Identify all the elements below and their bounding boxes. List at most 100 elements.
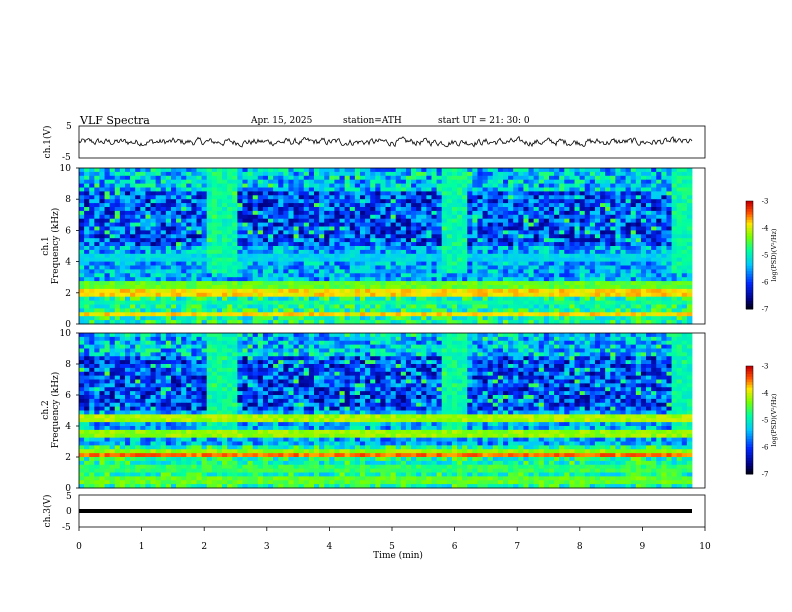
spectrogram-cell xyxy=(375,304,381,309)
spectrogram-cell xyxy=(339,249,346,255)
spectrogram-cell xyxy=(538,285,545,290)
spectrogram-cell xyxy=(508,246,514,251)
spectrogram-cell xyxy=(610,187,616,192)
spectrogram-cell xyxy=(344,234,351,239)
spectrogram-cell xyxy=(84,183,90,188)
spectrogram-cell xyxy=(502,175,509,181)
spectrogram-cell xyxy=(646,269,652,274)
spectrogram-cell xyxy=(538,316,545,321)
spectrogram-cell xyxy=(615,312,621,317)
spectrogram-cell xyxy=(283,333,289,338)
spectrogram-cell xyxy=(211,214,218,220)
spectrogram-cell xyxy=(400,300,407,305)
ytick-label: 8 xyxy=(65,195,71,205)
spectrogram-cell xyxy=(160,333,167,338)
spectrogram-cell xyxy=(155,261,162,266)
spectrogram-cell xyxy=(462,168,468,173)
spectrogram-cell xyxy=(502,234,509,239)
spectrogram-cell xyxy=(201,191,208,196)
spectrogram-cell xyxy=(502,277,509,282)
spectrogram-cell xyxy=(130,183,136,188)
spectrogram-cell xyxy=(176,333,182,338)
spectrogram-cell xyxy=(155,249,162,255)
spectrogram-cell xyxy=(303,300,310,305)
spectrogram-cell xyxy=(247,253,254,259)
spectrogram-cell xyxy=(206,316,213,321)
spectrogram-cell xyxy=(502,285,509,290)
spectrogram-cell xyxy=(564,320,570,325)
spectrogram-cell xyxy=(569,273,575,278)
spectrogram-cell xyxy=(528,257,535,262)
spectrogram-cell xyxy=(589,203,596,208)
spectrogram-cell xyxy=(99,210,105,216)
spectrogram-cell xyxy=(630,292,637,298)
spectrogram-cell xyxy=(354,288,361,294)
spectrogram-cell xyxy=(620,242,626,247)
spectrogram-cell xyxy=(201,214,208,220)
spectrogram-cell xyxy=(620,292,626,298)
spectrogram-cell xyxy=(487,226,494,231)
spectrogram-cell xyxy=(324,234,330,239)
spectrogram-cell xyxy=(656,285,662,290)
spectrogram-cell xyxy=(564,257,570,262)
spectrogram-cell xyxy=(349,226,356,231)
spectrogram-cell xyxy=(206,246,213,251)
spectrogram-cell xyxy=(416,222,422,227)
spectrogram-cell xyxy=(109,168,116,173)
spectrogram-cell xyxy=(293,273,300,278)
spectrogram-cell xyxy=(334,222,340,227)
spectrogram-cell xyxy=(334,292,340,298)
spectrogram-cell xyxy=(268,261,274,266)
spectrogram-cell xyxy=(216,222,223,227)
spectrogram-cell xyxy=(140,234,146,239)
spectrogram-cell xyxy=(135,304,141,309)
spectrogram-cell xyxy=(324,179,330,184)
spectrogram-cell xyxy=(646,246,652,251)
spectrogram-cell xyxy=(405,175,412,181)
spectrogram-cell xyxy=(99,261,105,266)
spectrogram-cell xyxy=(222,304,228,309)
spectrogram-cell xyxy=(145,253,151,259)
spectrogram-cell xyxy=(339,285,346,290)
spectrogram-cell xyxy=(513,246,519,251)
spectrogram-cell xyxy=(686,230,693,235)
spectrogram-cell xyxy=(359,261,366,266)
spectrogram-cell xyxy=(508,222,514,227)
spectrogram-cell xyxy=(216,246,223,251)
spectrogram-cell xyxy=(441,195,448,200)
spectrogram-cell xyxy=(359,179,366,184)
spectrogram-cell xyxy=(84,191,90,196)
spectrogram-cell xyxy=(676,273,683,278)
spectrogram-cell xyxy=(482,261,489,266)
spectrogram-cell xyxy=(589,281,596,286)
spectrogram-cell xyxy=(308,222,315,227)
spectrogram-cell xyxy=(416,179,422,184)
spectrogram-cell xyxy=(671,179,678,184)
spectrogram-cell xyxy=(610,199,616,204)
spectrogram-cell xyxy=(508,304,514,309)
spectrogram-cell xyxy=(288,285,294,290)
spectrogram-cell xyxy=(630,320,637,325)
spectrogram-cell xyxy=(630,183,637,188)
spectrogram-cell xyxy=(257,265,264,270)
spectrogram-cell xyxy=(451,222,458,227)
spectrogram-cell xyxy=(426,226,432,231)
spectrogram-cell xyxy=(303,316,310,321)
spectrogram-cell xyxy=(216,316,223,321)
spectrogram-cell xyxy=(298,269,305,274)
spectrogram-cell xyxy=(268,226,274,231)
spectrogram-cell xyxy=(416,195,422,200)
spectrogram-cell xyxy=(554,333,560,338)
spectrogram-cell xyxy=(656,171,662,177)
spectrogram-cell xyxy=(222,316,228,321)
spectrogram-cell xyxy=(211,285,218,290)
spectrogram-cell xyxy=(150,249,157,255)
spectrogram-cell xyxy=(548,308,555,313)
spectrogram-cell xyxy=(109,320,116,325)
spectrogram-cell xyxy=(477,277,483,282)
spectrogram-cell xyxy=(104,336,111,342)
spectrogram-cell xyxy=(329,320,335,325)
spectrogram-cell xyxy=(426,312,432,317)
spectrogram-cell xyxy=(390,214,397,220)
spectrogram-cell xyxy=(666,187,672,192)
